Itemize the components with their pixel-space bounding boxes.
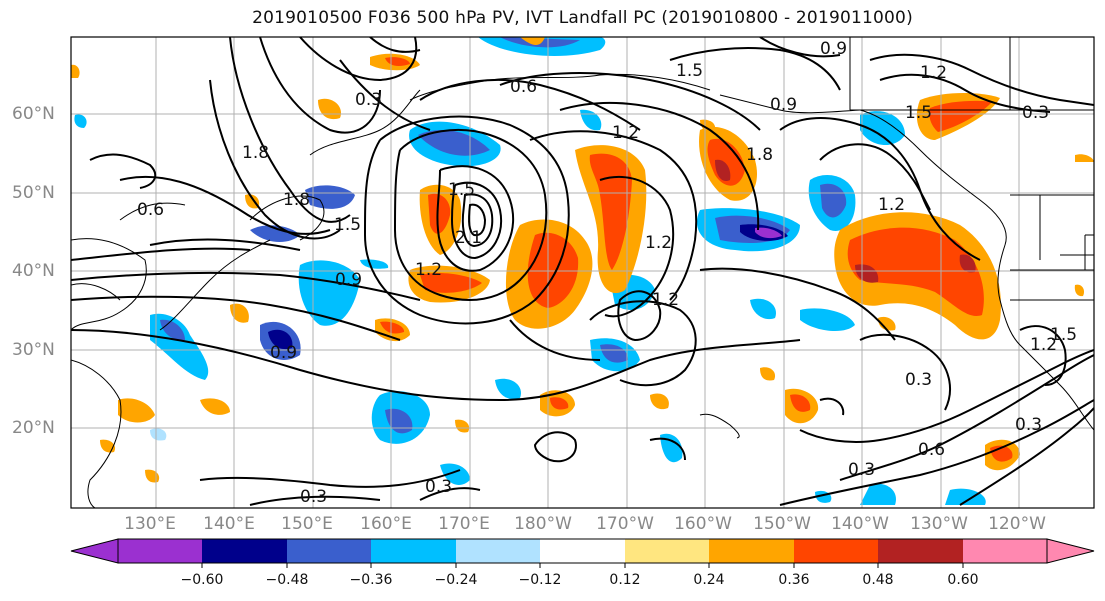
colorbar-bin bbox=[878, 539, 963, 563]
colorbar-bin bbox=[371, 539, 456, 563]
contour-label: 1.5 bbox=[1050, 325, 1077, 345]
contour-label: 1.5 bbox=[448, 180, 475, 200]
contour-label: 1.2 bbox=[645, 233, 672, 253]
contour-label: 2.1 bbox=[455, 228, 482, 248]
contour-label: 1.8 bbox=[746, 145, 773, 165]
colorbar-tick-label: 0.60 bbox=[947, 572, 979, 588]
colorbar-tick-label: 0.12 bbox=[609, 572, 641, 588]
colorbar-tick-label: −0.36 bbox=[349, 572, 393, 588]
contour-label: 0.6 bbox=[510, 77, 537, 97]
colorbar-bin bbox=[202, 539, 287, 563]
lon-label: 140°W bbox=[831, 514, 889, 534]
colorbar-bin bbox=[963, 539, 1047, 563]
colorbar-bin bbox=[540, 539, 625, 563]
lat-label: 50°N bbox=[12, 183, 55, 203]
positive-anomaly-areas bbox=[71, 37, 1094, 483]
colorbar-bin bbox=[709, 539, 794, 563]
lon-label: 170°E bbox=[438, 514, 490, 534]
contour-label: 0.3 bbox=[355, 90, 382, 110]
contour-label: 0.9 bbox=[770, 95, 797, 115]
colorbar-tick-label: −0.60 bbox=[180, 572, 224, 588]
contour-label: 0.6 bbox=[918, 440, 945, 460]
contour-label: 0.3 bbox=[1022, 103, 1049, 123]
colorbar bbox=[70, 538, 1095, 568]
contour-label: 1.2 bbox=[415, 260, 442, 280]
lat-label: 30°N bbox=[12, 340, 55, 360]
colorbar-bin bbox=[625, 539, 709, 563]
graticule bbox=[71, 37, 1094, 508]
contour-label: 0.9 bbox=[270, 343, 297, 363]
contour-label: 1.8 bbox=[242, 143, 269, 163]
contour-label: 0.3 bbox=[1015, 415, 1042, 435]
colorbar-bin bbox=[456, 539, 540, 563]
contour-label: 1.2 bbox=[920, 63, 947, 83]
colorbar-bin bbox=[287, 539, 371, 563]
lon-label: 160°E bbox=[360, 514, 412, 534]
colorbar-tick-label: 0.36 bbox=[778, 572, 810, 588]
lon-label: 160°W bbox=[674, 514, 732, 534]
contour-label: 0.9 bbox=[820, 39, 847, 59]
colorbar-upper-extension bbox=[1046, 538, 1095, 564]
contour-label: 1.2 bbox=[1030, 335, 1057, 355]
lon-label: 130°W bbox=[910, 514, 968, 534]
contour-label: 0.3 bbox=[848, 460, 875, 480]
lon-label: 140°E bbox=[203, 514, 255, 534]
lat-label: 20°N bbox=[12, 418, 55, 438]
contour-labels: 0.9 1.2 0.3 0.6 1.2 1.5 0.9 1.5 0.3 1.8 … bbox=[137, 39, 1077, 507]
contour-label: 0.3 bbox=[425, 477, 452, 497]
lon-label: 130°E bbox=[124, 514, 176, 534]
colorbar-lower-extension bbox=[70, 538, 119, 564]
map-frame bbox=[70, 36, 1095, 509]
colorbar-bin bbox=[794, 539, 878, 563]
contour-label: 1.5 bbox=[905, 103, 932, 123]
contour-label: 1.8 bbox=[283, 190, 310, 210]
contour-label: 1.5 bbox=[676, 61, 703, 81]
lat-label: 40°N bbox=[12, 261, 55, 281]
contour-label: 1.5 bbox=[334, 215, 361, 235]
lon-label: 170°W bbox=[596, 514, 654, 534]
lat-label: 60°N bbox=[12, 104, 55, 124]
contour-label: 1.2 bbox=[878, 195, 905, 215]
lon-label: 180°W bbox=[514, 514, 572, 534]
colorbar-bin bbox=[118, 539, 202, 563]
contour-label: 1.2 bbox=[612, 123, 639, 143]
colorbar-tick-label: −0.24 bbox=[434, 572, 478, 588]
contour-label: 0.9 bbox=[335, 270, 362, 290]
colorbar-tick-label: 0.24 bbox=[693, 572, 725, 588]
contour-label: 1.2 bbox=[652, 290, 679, 310]
contour-label: 0.6 bbox=[137, 200, 164, 220]
map-title: 2019010500 F036 500 hPa PV, IVT Landfall… bbox=[252, 8, 913, 28]
pv-contours bbox=[71, 37, 1094, 506]
contour-label: 0.3 bbox=[905, 370, 932, 390]
lon-label: 120°W bbox=[988, 514, 1046, 534]
colorbar-tick-label: −0.12 bbox=[518, 572, 562, 588]
contour-label: 0.3 bbox=[300, 487, 327, 507]
lon-label: 150°W bbox=[753, 514, 811, 534]
colorbar-tick-label: 0.48 bbox=[862, 572, 894, 588]
lon-label: 150°E bbox=[281, 514, 333, 534]
colorbar-tick-label: −0.48 bbox=[265, 572, 309, 588]
